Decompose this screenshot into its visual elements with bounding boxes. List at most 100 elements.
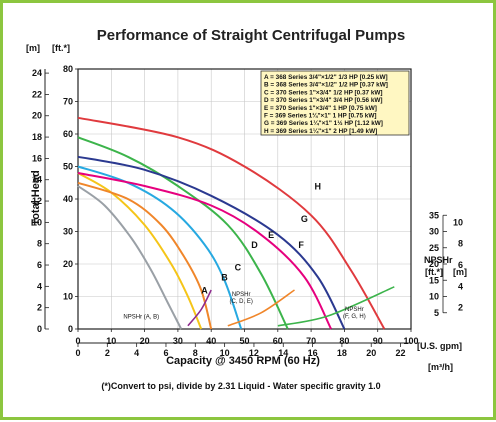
legend-entry-8: H = 369 Series 1¼"×1" 2 HP [1.49 kW] <box>264 127 377 135</box>
x-secondary-tick-label: 4 <box>134 348 139 358</box>
npsh-m-tick-label: 6 <box>458 260 463 270</box>
y-ft-tick-label: 10 <box>63 292 73 302</box>
npsh-ft-tick-label: 30 <box>429 227 439 237</box>
x-primary-tick-label: 70 <box>306 336 316 346</box>
legend-entry-5: E = 370 Series 1"×3/4" 1 HP [0.75 kW] <box>264 105 377 112</box>
curve-label-f: F <box>298 240 304 250</box>
x-primary-unit: [U.S. gpm] <box>417 341 462 351</box>
y-ft-tick-label: 0 <box>68 324 73 334</box>
footnote: (*)Convert to psi, divide by 2.31 Liquid… <box>101 381 380 391</box>
npsh-m-tick-label: 10 <box>453 217 463 227</box>
y-m-tick-label: 14 <box>32 175 42 185</box>
x-primary-tick-label: 100 <box>403 336 418 346</box>
npsh-ft-tick-label: 15 <box>429 275 439 285</box>
curve-label-a: A <box>201 285 208 295</box>
npsh-label-3: (F, G, H) <box>343 314 366 320</box>
y-ft-tick-label: 80 <box>63 64 73 74</box>
x-secondary-tick-label: 2 <box>105 348 110 358</box>
legend-entry-3: C = 370 Series 1"×3/4" 1/2 HP [0.37 kW] <box>264 89 383 96</box>
head-curve-c <box>77 181 213 330</box>
y-m-tick-label: 12 <box>32 196 42 206</box>
npsh-m-unit: [m] <box>453 267 467 277</box>
x-primary-tick-label: 60 <box>273 336 283 346</box>
curve-label-d: D <box>251 240 258 250</box>
x-primary-tick-label: 80 <box>339 336 349 346</box>
legend-box <box>260 70 410 136</box>
head-curve-h <box>77 116 386 330</box>
x-secondary-tick-label: 12 <box>249 348 259 358</box>
curve-label-g: G <box>301 214 308 224</box>
npsh-m-tick-label: 4 <box>458 281 463 291</box>
npsh-curve-1 <box>187 289 212 327</box>
legend-entry-7: G = 369 Series 1¼"×1" 1½ HP [1.12 kW] <box>264 119 383 127</box>
x-primary-tick-label: 0 <box>75 336 80 346</box>
x-primary-tick-label: 50 <box>239 336 249 346</box>
chart-title: Performance of Straight Centrifugal Pump… <box>97 27 405 44</box>
npsh-curve-2 <box>227 289 295 327</box>
curve-label-h: H <box>315 181 322 191</box>
y-m-tick-label: 18 <box>32 132 42 142</box>
npsh-curve-3 <box>277 286 395 327</box>
curve-label-e: E <box>268 230 274 240</box>
legend-entry-6: F = 369 Series 1¼"×1" 1 HP [0.75 kW] <box>264 112 377 120</box>
y-m-tick-label: 6 <box>37 260 42 270</box>
npsh-ft-tick-label: 25 <box>429 243 439 253</box>
y-ft-unit: [ft.*] <box>52 43 70 53</box>
npsh-ft-tick-label: 35 <box>429 210 439 220</box>
npsh-ft-tick-label: 5 <box>434 308 439 318</box>
x-primary-tick-label: 20 <box>140 336 150 346</box>
y-ft-tick-label: 20 <box>63 259 73 269</box>
npsh-ft-tick-label: 10 <box>429 292 439 302</box>
head-curve-a <box>77 185 183 330</box>
npsh-ft-tick-label: 20 <box>429 259 439 269</box>
y-m-tick-label: 0 <box>37 324 42 334</box>
x-primary-tick-label: 90 <box>373 336 383 346</box>
x-secondary-tick-label: 18 <box>337 348 347 358</box>
legend-entry-1: A = 368 Series 3/4"×1/2" 1/3 HP [0.25 kW… <box>264 74 388 81</box>
head-curve-b <box>77 172 203 330</box>
y-ft-tick-label: 30 <box>63 227 73 237</box>
y-m-tick-label: 4 <box>37 281 42 291</box>
pump-performance-chart: Performance of Straight Centrifugal Pump… <box>26 27 467 391</box>
y-m-tick-label: 22 <box>32 89 42 99</box>
y-m-tick-label: 24 <box>32 68 42 78</box>
head-curve-e <box>77 136 289 330</box>
npsh-label-3: NPSHr <box>345 307 364 313</box>
y-m-tick-label: 8 <box>37 239 42 249</box>
x-secondary-tick-label: 20 <box>366 348 376 358</box>
npsh-m-tick-label: 2 <box>458 303 463 313</box>
x-primary-tick-label: 40 <box>206 336 216 346</box>
y-m-tick-label: 2 <box>37 303 42 313</box>
y-axis-title: Total Head <box>30 170 42 225</box>
x-secondary-tick-label: 6 <box>163 348 168 358</box>
npsh-ft-unit: [ft.*] <box>425 267 443 277</box>
npsh-label-2: (C, D, E) <box>229 299 252 305</box>
npsh-axis-title: NPSHr <box>424 255 453 265</box>
curve-label-b: B <box>221 272 228 282</box>
y-m-tick-label: 10 <box>32 217 42 227</box>
npsh-label-1: NPSHr (A, B) <box>123 315 159 321</box>
x-primary-tick-label: 30 <box>173 336 183 346</box>
head-curve-g <box>77 155 346 330</box>
x-secondary-tick-label: 16 <box>308 348 318 358</box>
npsh-label-2: NPSHr <box>232 292 251 298</box>
y-m-tick-label: 16 <box>32 153 42 163</box>
x-axis-title: Capacity @ 3450 RPM (60 Hz) <box>166 355 320 367</box>
y-m-unit: [m] <box>26 43 40 53</box>
x-secondary-tick-label: 10 <box>220 348 230 358</box>
x-secondary-unit: [m³/h] <box>428 362 453 372</box>
head-curve-f <box>77 172 332 330</box>
y-ft-tick-label: 50 <box>63 162 73 172</box>
y-ft-tick-label: 60 <box>63 129 73 139</box>
x-secondary-tick-label: 22 <box>396 348 406 358</box>
npsh-m-tick-label: 8 <box>458 239 463 249</box>
y-ft-tick-label: 70 <box>63 97 73 107</box>
x-secondary-tick-label: 14 <box>278 348 288 358</box>
x-primary-tick-label: 10 <box>106 336 116 346</box>
x-secondary-tick-label: 0 <box>75 348 80 358</box>
legend-entry-2: B = 368 Series 3/4"×1/2" 1/2 HP [0.37 kW… <box>264 82 388 89</box>
y-ft-tick-label: 40 <box>63 194 73 204</box>
x-secondary-tick-label: 8 <box>193 348 198 358</box>
curve-label-c: C <box>235 263 242 273</box>
